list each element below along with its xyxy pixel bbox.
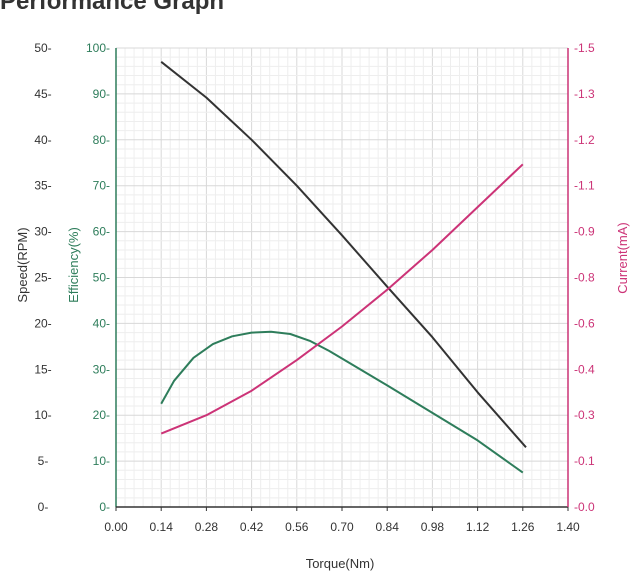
x-axis-label: Torque(Nm) [306,556,375,571]
efficiency-tick-label: 0- [99,500,110,514]
current-axis-label: Current(mA) [615,222,630,294]
speed-tick-label: 10- [34,408,51,422]
current-tick-label: -0.0 [574,500,595,514]
efficiency-tick-label: 30- [93,362,110,376]
speed-tick-label: 50- [34,41,51,55]
efficiency-tick-label: 100- [86,41,110,55]
efficiency-tick-label: 40- [93,316,110,330]
speed-tick-label: 0- [38,500,49,514]
page-title: Performance Graph [0,0,225,15]
x-tick-label: 0.98 [421,520,445,534]
x-tick-label: 1.12 [466,520,490,534]
speed-tick-label: 35- [34,179,51,193]
speed-tick-label: 30- [34,225,51,239]
x-tick-label: 0.00 [104,520,128,534]
x-tick-label: 0.84 [376,520,400,534]
efficiency-tick-label: 20- [93,408,110,422]
x-tick-label: 0.14 [150,520,174,534]
current-tick-label: -0.9 [574,225,595,239]
current-tick-label: -0.8 [574,271,595,285]
current-tick-label: -0.1 [574,454,595,468]
x-tick-label: 0.42 [240,520,264,534]
speed-tick-label: 15- [34,362,51,376]
speed-tick-label: 20- [34,316,51,330]
efficiency-tick-label: 50- [93,271,110,285]
current-series-line [160,163,524,435]
x-tick-label: 0.56 [285,520,309,534]
tick-labels: 0.00 0.14 0.28 0.42 0.56 0.70 0.84 0.98 1.12 1.26… [34,41,595,534]
current-tick-label: -1.3 [574,87,595,101]
efficiency-tick-label: 80- [93,133,110,147]
speed-series-line [160,61,527,448]
series-layer [160,61,527,474]
current-tick-label: -0.6 [574,316,595,330]
current-tick-label: -1.1 [574,179,595,193]
efficiency-tick-label: 90- [93,87,110,101]
current-tick-label: -1.2 [574,133,595,147]
efficiency-tick-label: 60- [93,225,110,239]
efficiency-tick-label: 70- [93,179,110,193]
current-tick-label: -0.3 [574,408,595,422]
speed-tick-label: 40- [34,133,51,147]
x-tick-label: 1.40 [556,520,580,534]
x-tick-label: 0.28 [195,520,219,534]
speed-axis-label: Speed(RPM) [15,227,30,302]
speed-tick-label: 5- [38,454,49,468]
current-tick-label: -0.4 [574,362,595,376]
efficiency-series-line [160,330,524,474]
speed-tick-label: 25- [34,271,51,285]
plot-grid [115,47,569,508]
x-tick-label: 1.26 [511,520,535,534]
efficiency-tick-label: 10- [93,454,110,468]
efficiency-axis-label: Efficiency(%) [66,227,81,303]
x-tick-label: 0.70 [330,520,354,534]
speed-tick-label: 45- [34,87,51,101]
current-tick-label: -1.5 [574,41,595,55]
